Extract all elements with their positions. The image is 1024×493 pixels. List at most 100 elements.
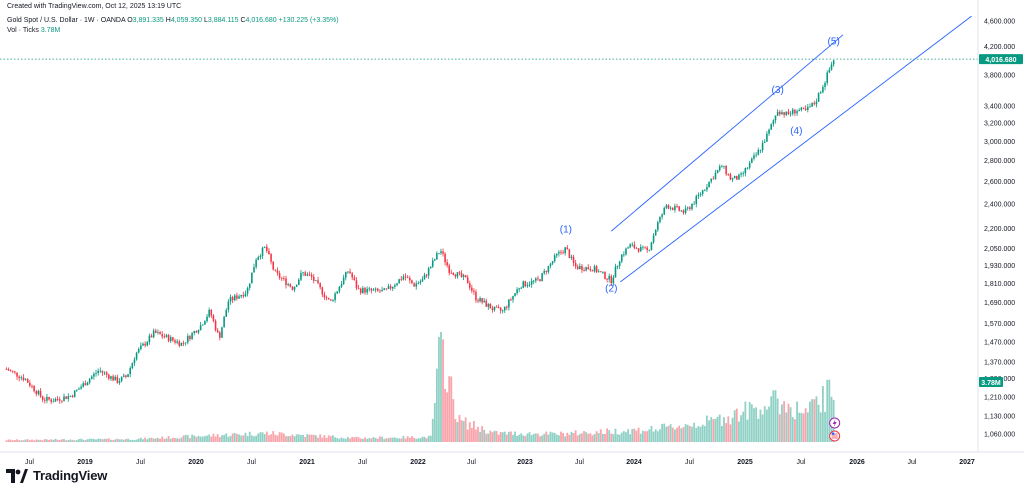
candle-body [608,275,610,280]
volume-bar [214,436,217,442]
volume-bar [184,434,187,442]
candle-body [114,376,117,381]
drawing-overlays[interactable]: (1) (2) (3) (4) (5) [0,15,978,294]
candle-body [524,281,527,287]
volume-bar [22,440,25,442]
volume-bar [118,439,121,442]
candle-body [302,272,304,274]
candle-body [161,334,164,337]
volume-bar [359,438,362,442]
candle-body [471,287,473,291]
candle-body [639,246,642,252]
volume-bar [555,434,558,442]
candle-body [125,375,127,378]
candle-body [450,272,453,274]
candle-body [729,174,732,180]
candle-body [16,372,18,377]
volume-bar [11,440,14,442]
volume-bar [229,435,232,442]
volume-bar [526,433,529,442]
volume-bar [551,432,554,442]
volume-bar [667,425,670,442]
volume-bar [564,436,567,442]
candle-body [514,293,516,297]
candle-body [448,265,451,273]
candle-body [680,210,683,212]
candle-body [287,284,289,286]
candle-body [80,386,82,389]
volume-bar [635,430,638,442]
y-tick-label: 2,200.000 [984,226,1015,233]
volume-bar [505,434,508,442]
candle-body [828,69,831,73]
candle-body [444,253,446,263]
volume-bar [701,424,704,442]
volume-bar [240,435,243,442]
volume-bar [282,433,285,442]
candle-body [372,289,375,291]
candle-body [33,385,35,392]
volume-bar [665,426,668,442]
volume-bar [180,437,183,442]
candle-body [822,87,824,93]
volume-bar [684,424,687,442]
volume-bar [826,379,829,442]
candle-body [342,277,345,285]
candle-body [366,288,368,293]
wave-label: (5) [828,37,840,48]
candle-body [137,349,140,353]
candle-body [551,261,554,264]
candle-body [659,216,661,223]
volume-bar [787,403,790,442]
volume-bar [740,415,742,442]
candle-body [5,369,8,370]
volume-bar [629,434,632,442]
volume-bar [699,426,702,442]
candle-body [708,181,710,188]
candle-body [512,296,514,300]
volume-bar [755,407,758,442]
candle-body [644,246,646,248]
candle-body [625,248,627,255]
candle-body [133,359,136,364]
volume-bar [473,421,475,442]
candle-body [154,330,157,333]
candle-body [289,284,292,287]
volume-bar [114,439,117,442]
candle-body [97,370,99,374]
candle-body [189,336,191,340]
candle-body [9,370,12,372]
candle-body [742,173,745,175]
channel-lower-line[interactable] [620,15,972,283]
volume-bar [195,436,198,442]
wave-label: (1) [560,224,572,235]
volume-bar [560,431,562,442]
channel-upper-line[interactable] [611,34,844,232]
candle-body [776,111,779,116]
volume-bar [530,435,533,442]
volume-bar [268,435,270,442]
volume-bar [393,437,396,442]
candle-body [14,371,16,373]
volume-bar [631,428,634,442]
candle-body [417,283,420,284]
created-with-caption: Created with TradingView.com, Oct 12, 20… [7,3,182,10]
volume-bar [674,429,676,442]
candle-body [385,288,388,290]
candle-body [370,288,373,291]
candle-body [682,210,685,213]
candle-body [24,379,27,381]
candle-body [485,300,488,307]
candle-body [642,246,644,248]
x-tick-label: 2025 [737,459,753,466]
volume-bar [75,440,78,442]
volume-bar [776,398,779,442]
volume-bar [610,433,613,442]
candle-body [714,173,717,180]
tradingview-logo[interactable]: TradingView [6,468,107,483]
volume-bar [28,440,31,442]
candle-body [815,101,818,105]
volume-bar [547,434,550,442]
candle-body [725,165,727,175]
